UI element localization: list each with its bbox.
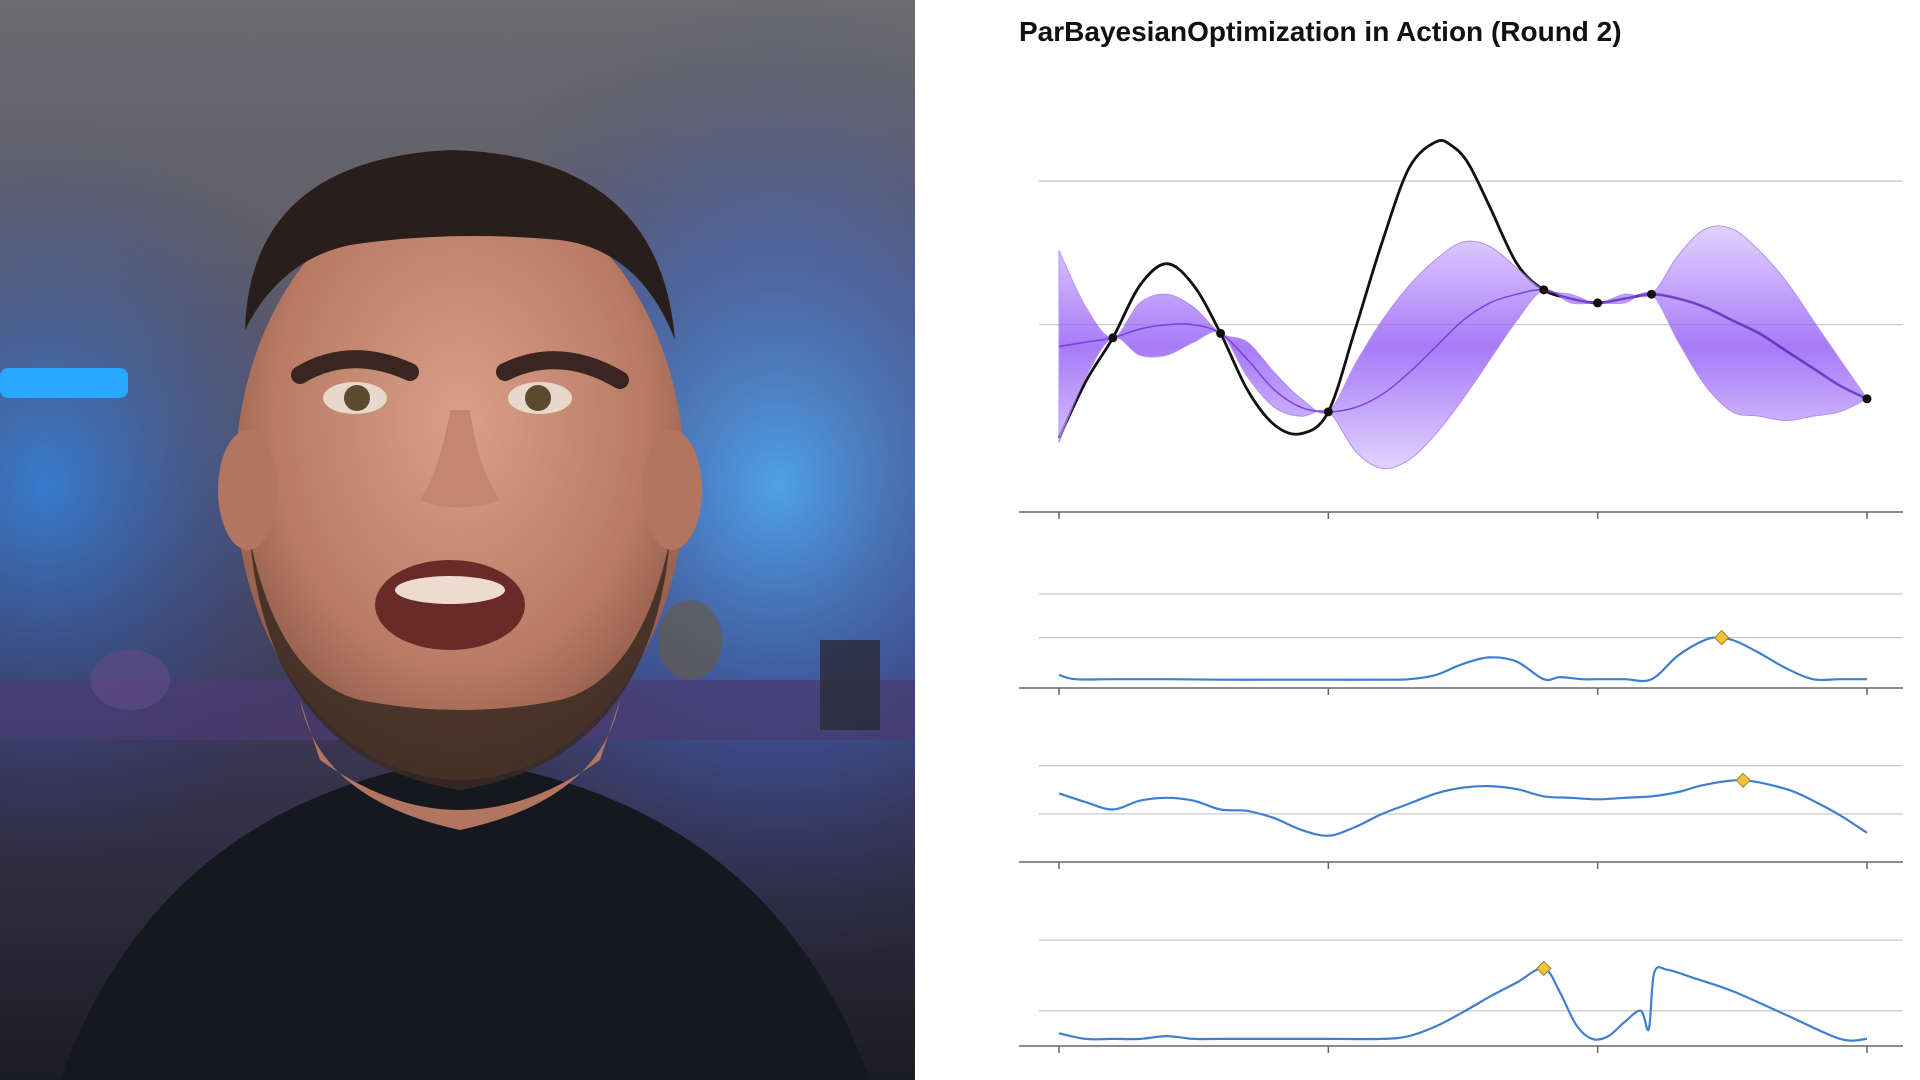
chart-panel: ParBayesianOptimization in Action (Round… [915, 0, 1920, 1080]
chart-panel-3 [1019, 939, 1903, 1053]
max-acquisition-marker [1536, 960, 1552, 977]
posterior-mean-line [1058, 289, 1868, 413]
chart-panel-0 [1019, 139, 1903, 519]
acquisition-line [1058, 779, 1868, 837]
chart-panel-2 [1019, 765, 1903, 869]
observation-point [1593, 298, 1603, 308]
observation-point [1108, 333, 1118, 343]
max-acquisition-marker [1713, 629, 1730, 646]
max-acquisition-marker [1735, 772, 1751, 789]
chart-panel-1 [1019, 593, 1903, 695]
acquisition-line [1058, 966, 1868, 1042]
chart-title: ParBayesianOptimization in Action (Round… [1019, 16, 1622, 47]
observation-point [1539, 285, 1549, 295]
acquisition-line [1058, 636, 1867, 683]
presenter-video [0, 0, 915, 1080]
observation-point [1323, 407, 1333, 417]
observation-point [1647, 289, 1657, 299]
observation-point [1862, 394, 1872, 404]
bayesian-optimization-chart: ParBayesianOptimization in Action (Round… [1019, 16, 1903, 1053]
confidence-band [1058, 225, 1868, 470]
observation-point [1216, 328, 1226, 338]
